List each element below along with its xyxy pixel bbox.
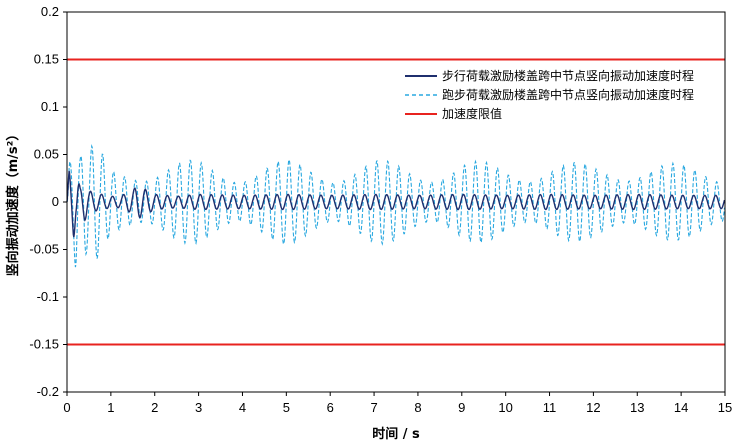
x-tick-label: 5 xyxy=(283,400,290,415)
x-tick-label: 6 xyxy=(327,400,334,415)
x-tick-label: 1 xyxy=(107,400,114,415)
x-axis-label: 时间 / s xyxy=(372,426,420,442)
legend: 步行荷载激励楼盖跨中节点竖向振动加速度时程 跑步荷载激励楼盖跨中节点竖向振动加速… xyxy=(405,68,694,121)
legend-label-running: 跑步荷载激励楼盖跨中节点竖向振动加速度时程 xyxy=(442,87,694,102)
series-walking-line xyxy=(66,170,726,238)
y-tick-label: -0.2 xyxy=(37,384,59,399)
y-tick-label: 0.05 xyxy=(34,147,59,162)
x-tick-label: 10 xyxy=(498,400,512,415)
x-tick-label: 13 xyxy=(630,400,644,415)
x-tick-label: 3 xyxy=(195,400,202,415)
x-tick-label: 14 xyxy=(674,400,688,415)
legend-label-walking: 步行荷载激励楼盖跨中节点竖向振动加速度时程 xyxy=(442,68,694,83)
y-tick-label: -0.15 xyxy=(29,337,59,352)
y-tick-label: 0.2 xyxy=(41,4,59,19)
y-axis-label: 竖向振动加速度（m/s²） xyxy=(5,128,21,277)
x-tick-label: 2 xyxy=(151,400,158,415)
x-tick-label: 8 xyxy=(414,400,421,415)
x-tick-label: 15 xyxy=(718,400,732,415)
y-tick-label: 0 xyxy=(52,194,59,209)
x-tick-label: 11 xyxy=(543,400,557,415)
x-tick-label: 7 xyxy=(370,400,377,415)
y-tick-label: -0.1 xyxy=(37,289,59,304)
legend-label-limit: 加速度限值 xyxy=(442,106,502,121)
x-tick-label: 9 xyxy=(458,400,465,415)
x-tick-label: 0 xyxy=(63,400,70,415)
series-running-line xyxy=(66,143,726,268)
x-tick-label: 4 xyxy=(239,400,246,415)
y-tick-label: 0.15 xyxy=(34,52,59,67)
y-tick-label: 0.1 xyxy=(41,99,59,114)
y-tick-label: -0.05 xyxy=(29,242,59,257)
x-tick-label: 12 xyxy=(586,400,600,415)
